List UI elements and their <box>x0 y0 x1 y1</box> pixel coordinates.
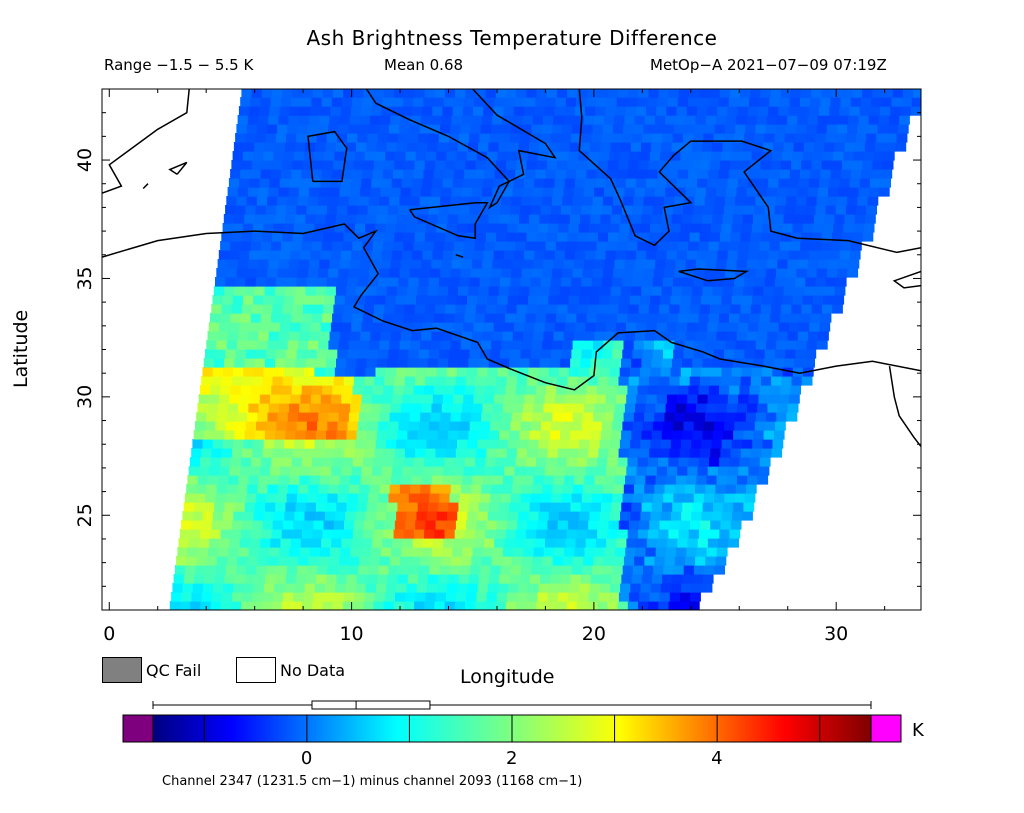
colorbar-tick-label: 0 <box>300 748 313 769</box>
x-tick-label: 30 <box>824 623 848 645</box>
y-axis-ticks: 25 30 35 40 <box>74 88 921 587</box>
coastline <box>102 89 921 448</box>
x-tick-label: 20 <box>582 623 606 645</box>
no-data-swatch <box>236 657 276 683</box>
colorbar-tick-label: 4 <box>711 748 723 769</box>
x-tick-label: 10 <box>339 623 363 645</box>
colorbar-boxplot <box>311 700 431 710</box>
swath-data <box>169 89 921 610</box>
channel-description: Channel 2347 (1231.5 cm−1) minus channel… <box>162 774 583 789</box>
range-label: Range −1.5 − 5.5 K <box>104 56 254 74</box>
qc-fail-swatch <box>102 657 142 683</box>
x-axis-label: Longitude <box>460 666 555 688</box>
y-axis-label: Latitude <box>10 309 32 388</box>
qc-fail-label: QC Fail <box>146 661 202 680</box>
satellite-timestamp: MetOp−A 2021−07−09 07:19Z <box>650 56 887 74</box>
colorbar-unit: K <box>912 720 924 741</box>
colorbar-overflow <box>870 714 902 743</box>
colorbar-tick-label: 2 <box>506 748 518 769</box>
y-tick-label: 35 <box>74 266 96 290</box>
x-axis-ticks: 0 10 20 30 <box>103 89 886 645</box>
y-tick-label: 40 <box>74 148 96 172</box>
colorbar-underflow <box>122 714 154 743</box>
chart-title: Ash Brightness Temperature Difference <box>306 26 718 50</box>
colorbar <box>122 700 902 743</box>
x-tick-label: 0 <box>103 623 115 645</box>
y-tick-label: 30 <box>74 385 96 409</box>
mean-label: Mean 0.68 <box>384 56 464 74</box>
y-tick-label: 25 <box>74 503 96 527</box>
no-data-label: No Data <box>280 661 346 680</box>
